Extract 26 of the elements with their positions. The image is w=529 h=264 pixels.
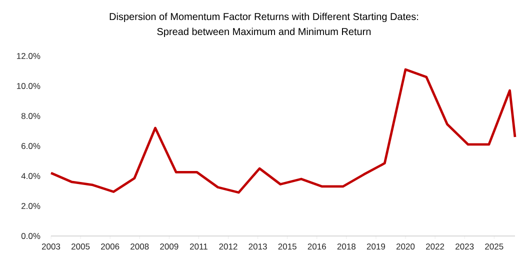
x-tick-label: 2019 — [366, 244, 386, 250]
line-series — [50, 68, 516, 194]
y-tick-label: 4.0% — [21, 172, 40, 179]
y-tick-label: 12.0% — [17, 52, 40, 59]
x-tick-label: 2020 — [396, 244, 415, 250]
x-tick-label: 2012 — [219, 244, 238, 250]
x-tick-label: 2005 — [72, 244, 90, 250]
x-tick-label: 2013 — [248, 244, 267, 250]
x-tick-label: 2003 — [42, 244, 60, 250]
x-tick-label: 2023 — [456, 244, 474, 250]
x-tick-label: 2008 — [130, 244, 149, 250]
x-tick-label: 2022 — [426, 244, 444, 250]
x-tick-label: 2016 — [308, 244, 326, 250]
chart-subtitle: Spread between Maximum and Minimum Return — [157, 28, 371, 38]
x-tick-label: 2015 — [278, 244, 296, 250]
x-tick-label: 2025 — [485, 244, 504, 250]
x-tick-label: 2018 — [337, 244, 356, 250]
y-tick-label: 2.0% — [22, 202, 40, 209]
y-tick-label: 8.0% — [21, 112, 40, 119]
x-tick-label: 2009 — [160, 244, 178, 250]
chart-title: Dispersion of Momentum Factor Returns with Different Starting Dates: — [110, 12, 418, 22]
y-tick-label: 0.0% — [21, 232, 40, 239]
x-tick-label: 2006 — [101, 244, 120, 250]
y-tick-label: 6.0% — [22, 142, 40, 149]
y-tick-label: 10.0% — [17, 82, 40, 89]
x-tick-label: 2011 — [190, 244, 208, 250]
